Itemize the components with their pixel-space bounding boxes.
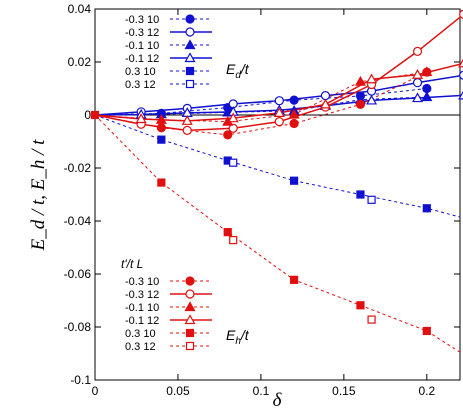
legend-entry-label: -0.1 10 <box>125 302 159 314</box>
legend-upper: -0.3 10-0.3 12-0.1 10-0.1 120.3 100.3 12… <box>125 14 250 91</box>
series-group-label: Eh/t <box>226 327 250 347</box>
x-tick-label: 0.2 <box>418 384 435 398</box>
y-tick-label: -0.02 <box>64 161 92 175</box>
y-tick-label: -0.08 <box>64 320 92 334</box>
data-point <box>223 228 232 237</box>
legend-marker <box>185 276 195 286</box>
data-point <box>412 68 424 79</box>
legend-marker <box>185 14 195 24</box>
data-point <box>355 99 366 110</box>
data-point <box>412 92 424 103</box>
data-point <box>459 9 463 19</box>
data-point <box>319 98 331 109</box>
legend-entry-label: -0.3 10 <box>125 276 159 288</box>
y-axis-title: E_d / t, E_h / t <box>28 139 49 252</box>
data-point <box>155 114 167 124</box>
data-point <box>356 301 365 310</box>
y-tick-label: 0.02 <box>68 55 92 69</box>
series-group-label: Ed/t <box>226 61 250 81</box>
x-axis-title: δ <box>273 390 283 411</box>
data-point <box>458 90 463 100</box>
legend-marker <box>185 341 195 351</box>
legend-marker <box>185 289 195 299</box>
data-point <box>421 91 433 102</box>
data-point <box>367 195 376 204</box>
data-point <box>412 78 423 88</box>
data-point <box>366 73 378 84</box>
legend-marker <box>185 66 195 76</box>
x-tick-label: 0.15 <box>332 384 356 398</box>
legend-entry-label: 0.3 10 <box>125 328 156 340</box>
legend-marker <box>185 27 195 37</box>
data-point <box>227 112 239 123</box>
data-point <box>135 113 147 124</box>
data-point <box>273 107 285 117</box>
legend-header: t'/t L <box>121 257 143 271</box>
data-point <box>320 91 331 101</box>
y-tick-label: -0.1 <box>70 373 91 387</box>
data-point <box>459 70 463 80</box>
data-point <box>366 94 378 105</box>
data-point <box>228 123 238 133</box>
legend-entry-label: 0.3 12 <box>125 79 156 91</box>
data-point <box>367 315 376 324</box>
y-tick-label: -0.06 <box>64 267 92 281</box>
data-point <box>422 326 431 336</box>
legend-marker <box>184 301 196 312</box>
y-tick-label: -0.04 <box>64 214 92 228</box>
axis-ticks: 0 0.05 0.1 0.15 0.2 0.04 0.02 0 -0.02 -0.04 -0.06 -… <box>64 2 460 398</box>
data-point <box>354 75 366 86</box>
data-point <box>156 123 166 133</box>
legend-entry-label: -0.1 12 <box>125 315 159 327</box>
legend-marker <box>184 39 196 50</box>
data-point <box>182 125 192 135</box>
data-point <box>157 135 166 144</box>
data-point <box>274 117 284 127</box>
data-point <box>356 190 365 199</box>
plot-frame <box>94 8 461 381</box>
series-markers <box>90 9 463 336</box>
legend-lower: t'/t L -0.3 10-0.3 12-0.1 10-0.1 120.3 10… <box>121 257 250 353</box>
data-point <box>229 235 238 245</box>
legend-marker <box>185 328 195 338</box>
legend-entry-label: -0.1 12 <box>125 53 159 65</box>
legend-entry-label: 0.3 12 <box>125 341 156 353</box>
data-point <box>288 108 300 119</box>
legend-marker <box>185 79 195 89</box>
legend-entry-label: -0.3 12 <box>125 27 159 39</box>
fit-curve <box>94 114 461 218</box>
y-tick-label: 0.04 <box>68 2 92 16</box>
x-tick-label: 0.05 <box>166 384 190 398</box>
data-point <box>181 115 193 125</box>
data-point <box>229 158 238 167</box>
y-tick-label: 0 <box>84 108 91 122</box>
data-point <box>274 96 284 106</box>
data-point <box>458 58 463 68</box>
legend-marker <box>184 314 196 325</box>
legend-entry-label: -0.3 12 <box>125 289 159 301</box>
legend-entry-label: -0.1 10 <box>125 40 159 52</box>
data-point <box>289 95 299 105</box>
x-tick-label: 0.1 <box>253 384 270 398</box>
data-point <box>289 176 299 185</box>
data-point <box>289 275 299 284</box>
legend-entry-label: 0.3 10 <box>125 66 156 78</box>
data-point <box>421 66 433 77</box>
data-point <box>422 204 431 213</box>
data-point <box>289 118 299 129</box>
data-point <box>157 178 166 187</box>
data-point <box>412 46 423 57</box>
legend-marker <box>184 52 196 63</box>
legend-entry-label: -0.3 10 <box>125 14 159 26</box>
data-point <box>223 130 233 140</box>
origin-point <box>90 110 100 120</box>
x-tick-label: 0 <box>92 384 99 398</box>
